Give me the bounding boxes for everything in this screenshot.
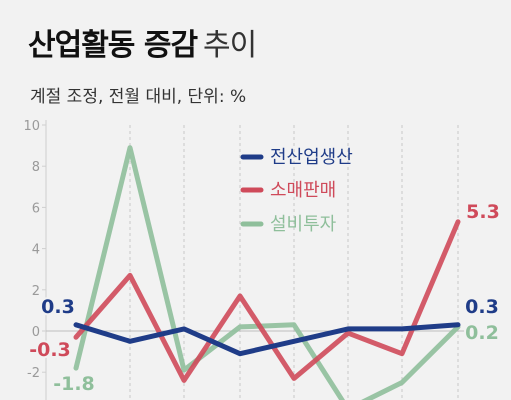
legend-label: 소매판매	[270, 180, 336, 201]
data-label: 0.3	[41, 296, 75, 318]
y-tick-label: 6	[32, 201, 40, 216]
chart-title: 산업활동 증감 추이	[28, 20, 257, 64]
legend-label: 설비투자	[270, 214, 337, 235]
y-tick-label: 8	[32, 160, 40, 175]
chart-subtitle: 계절 조정, 전월 대비, 단위: %	[30, 87, 247, 107]
data-label: 5.3	[466, 201, 500, 223]
title-light: 추이	[203, 28, 257, 63]
data-label: 0.3	[465, 296, 499, 318]
y-tick-label: 10	[23, 119, 40, 134]
y-tick-label: 0	[32, 325, 40, 340]
series-line-3	[73, 145, 461, 400]
title-main: 산업활동 증감	[28, 28, 198, 63]
data-label: 0.2	[465, 322, 499, 344]
legend-label: 전산업생산	[270, 147, 353, 168]
series-line-2	[73, 219, 461, 383]
y-tick-label: 2	[32, 284, 40, 299]
data-label: -1.8	[53, 373, 95, 395]
y-tick-label: -2	[27, 366, 40, 381]
y-tick-label: 4	[32, 243, 40, 258]
series-line-1	[73, 322, 461, 357]
data-label: -0.3	[29, 339, 71, 361]
